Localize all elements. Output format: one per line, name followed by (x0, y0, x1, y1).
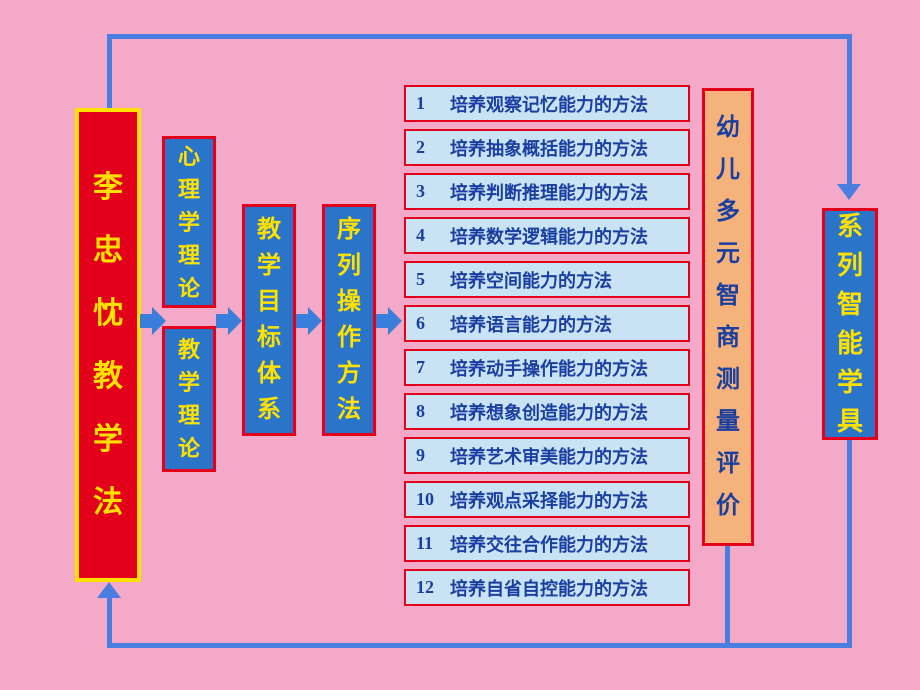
method-label: 培养观点采择能力的方法 (450, 487, 648, 513)
connector-line (847, 440, 852, 648)
method-list-item: 1培养观察记忆能力的方法 (404, 85, 690, 122)
method-number: 9 (416, 445, 450, 466)
tools-box: 系列智能学具 (822, 208, 878, 440)
slide-root: 李忠忱教学法心理学理论教学理论教学目标体系序列操作方法1培养观察记忆能力的方法2… (0, 0, 920, 690)
method-number: 6 (416, 313, 450, 334)
method-list-item: 10培养观点采择能力的方法 (404, 481, 690, 518)
method-number: 5 (416, 269, 450, 290)
method-number: 3 (416, 181, 450, 202)
method-list-item: 4培养数学逻辑能力的方法 (404, 217, 690, 254)
method-number: 2 (416, 137, 450, 158)
flow-arrow-icon (296, 307, 322, 335)
connector-line (107, 34, 852, 39)
method-label: 培养判断推理能力的方法 (450, 179, 648, 205)
evaluation-box: 幼儿多元智商测量评价 (702, 88, 754, 546)
method-label: 培养观察记忆能力的方法 (450, 91, 648, 117)
method-number: 12 (416, 577, 450, 598)
method-number: 10 (416, 489, 450, 510)
method-label: 培养自省自控能力的方法 (450, 575, 648, 601)
theory-box-psychology: 心理学理论 (162, 136, 216, 308)
goals-box: 教学目标体系 (242, 204, 296, 436)
method-number: 7 (416, 357, 450, 378)
connector-line (107, 34, 112, 108)
connector-line (107, 643, 852, 648)
flow-arrow-icon (376, 307, 402, 335)
method-label: 培养交往合作能力的方法 (450, 531, 648, 557)
method-number: 11 (416, 533, 450, 554)
method-label: 培养艺术审美能力的方法 (450, 443, 648, 469)
main-method-box: 李忠忱教学法 (75, 108, 141, 582)
method-list-item: 8培养想象创造能力的方法 (404, 393, 690, 430)
flow-arrow-icon (216, 307, 242, 335)
connector-line (847, 34, 852, 192)
arrowhead-up-icon (97, 582, 121, 598)
method-list-item: 2培养抽象概括能力的方法 (404, 129, 690, 166)
method-list-item: 3培养判断推理能力的方法 (404, 173, 690, 210)
method-label: 培养动手操作能力的方法 (450, 355, 648, 381)
method-list-item: 12培养自省自控能力的方法 (404, 569, 690, 606)
method-list-item: 11培养交往合作能力的方法 (404, 525, 690, 562)
method-list-item: 9培养艺术审美能力的方法 (404, 437, 690, 474)
flow-arrow-icon (140, 307, 166, 335)
method-label: 培养语言能力的方法 (450, 311, 612, 337)
method-list-item: 7培养动手操作能力的方法 (404, 349, 690, 386)
connector-line (107, 590, 112, 648)
method-label: 培养想象创造能力的方法 (450, 399, 648, 425)
method-number: 4 (416, 225, 450, 246)
method-label: 培养空间能力的方法 (450, 267, 612, 293)
theory-box-pedagogy: 教学理论 (162, 326, 216, 472)
arrowhead-down-icon (837, 184, 861, 200)
method-number: 1 (416, 93, 450, 114)
method-list-item: 6培养语言能力的方法 (404, 305, 690, 342)
method-label: 培养数学逻辑能力的方法 (450, 223, 648, 249)
method-label: 培养抽象概括能力的方法 (450, 135, 648, 161)
method-number: 8 (416, 401, 450, 422)
method-list-item: 5培养空间能力的方法 (404, 261, 690, 298)
connector-line (725, 546, 730, 648)
methods-box: 序列操作方法 (322, 204, 376, 436)
